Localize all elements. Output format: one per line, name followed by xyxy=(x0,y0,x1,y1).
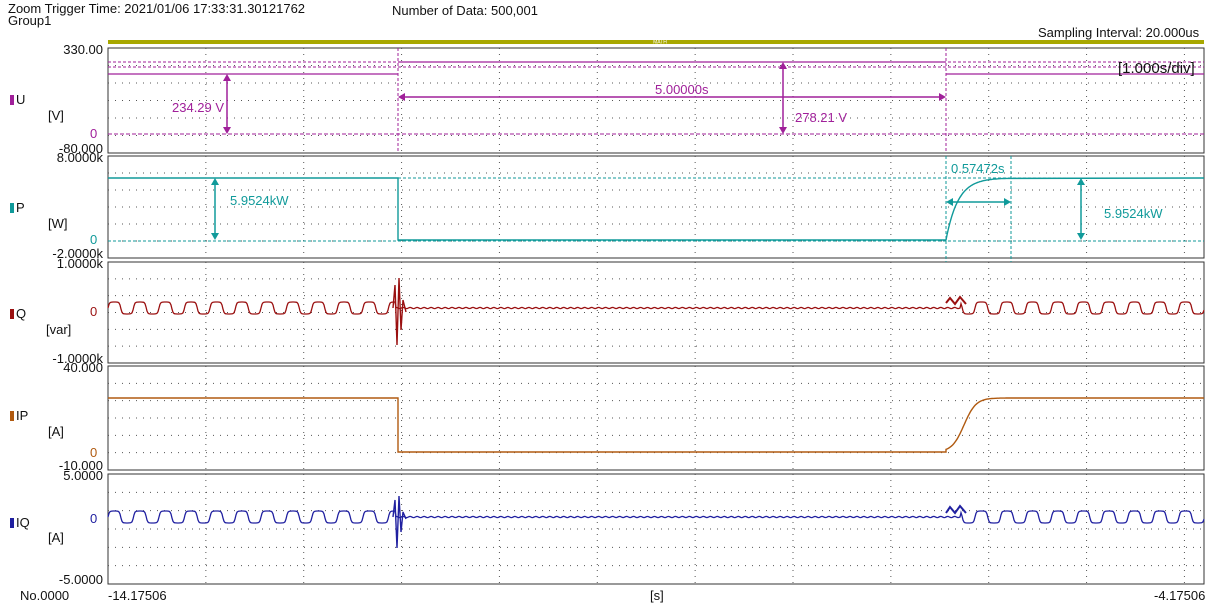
p-trace xyxy=(108,177,1205,241)
channel-label-ip[interactable]: IP xyxy=(10,408,28,423)
u-span-arrow-head-left xyxy=(398,93,405,101)
q-trace xyxy=(107,301,1205,315)
zero-marker-q: 0 xyxy=(90,304,98,319)
channel-color-swatch xyxy=(10,203,14,213)
channel-color-swatch xyxy=(10,411,14,421)
channel-name: IQ xyxy=(16,515,30,530)
x-end-label: -4.17506 xyxy=(1154,588,1206,603)
channel-unit-iq: [A] xyxy=(48,530,64,545)
zero-marker-iq: 0 xyxy=(90,511,98,526)
zero-marker-ip: 0 xyxy=(90,445,98,460)
scale-top-ip: 40.000 xyxy=(63,360,103,375)
p-right-value: 5.9524kW xyxy=(1104,206,1163,221)
u-span-value: 5.00000s xyxy=(655,82,709,97)
u-right-arrow-head-top xyxy=(779,62,787,69)
math-bar xyxy=(108,40,1204,44)
p-rise-value: 0.57472s xyxy=(951,161,1005,176)
p-right-arrow-head-bottom xyxy=(1077,233,1085,240)
q-recovery-burst xyxy=(945,295,967,306)
u-right-arrow-head-bottom xyxy=(779,127,787,134)
p-left-value: 5.9524kW xyxy=(230,193,289,208)
p-left-arrow-head-bottom xyxy=(211,233,219,240)
channel-name: U xyxy=(16,92,26,107)
channel-unit-u: [V] xyxy=(48,108,64,123)
channel-unit-ip: [A] xyxy=(48,424,64,439)
u-left-arrow-head-bottom xyxy=(223,127,231,134)
channel-color-swatch xyxy=(10,309,14,319)
scale-bottom-q: -1.0000k xyxy=(52,351,103,366)
iq-transient-spike xyxy=(392,495,407,549)
trigger-time: Zoom Trigger Time: 2021/01/06 17:33:31.3… xyxy=(8,1,306,16)
channel-unit-p: [W] xyxy=(48,216,68,231)
p-rise-arrow-head-left xyxy=(946,198,953,206)
x-unit-label: [s] xyxy=(650,588,664,603)
sampling-interval: Sampling Interval: 20.000us xyxy=(1038,25,1200,40)
record-number: No.0000 xyxy=(20,588,70,603)
q-transient-spike xyxy=(392,277,407,346)
scale-top-iq: 5.0000 xyxy=(63,468,103,483)
ip-trace xyxy=(108,397,1204,453)
iq-trace xyxy=(107,510,1205,524)
scale-bottom-iq: -5.0000 xyxy=(58,572,103,587)
channel-name: IP xyxy=(16,408,29,423)
scale-top-u: 330.00 xyxy=(63,42,103,57)
u-left-value: 234.29 V xyxy=(172,100,225,115)
x-start-label: -14.17506 xyxy=(108,588,167,603)
p-left-arrow-head-top xyxy=(211,178,219,185)
channel-unit-q: [var] xyxy=(46,322,72,337)
scale-bottom-u: -80.000 xyxy=(58,141,103,156)
channel-name: P xyxy=(16,200,25,215)
zero-marker-u: 0 xyxy=(90,126,98,141)
scale-top-q: 1.0000k xyxy=(56,256,103,271)
channel-label-p[interactable]: P xyxy=(10,200,25,215)
p-rise-arrow-head-right xyxy=(1004,198,1011,206)
channel-color-swatch xyxy=(10,518,14,528)
channel-label-iq[interactable]: IQ xyxy=(10,515,30,530)
channel-label-u[interactable]: U xyxy=(10,92,25,107)
channel-color-swatch xyxy=(10,95,14,105)
channel-name: Q xyxy=(16,306,27,321)
scale-top-p: 8.0000k xyxy=(56,150,103,165)
u-left-arrow-head-top xyxy=(223,74,231,81)
zero-marker-p: 0 xyxy=(90,232,98,247)
u-right-value: 278.21 V xyxy=(795,110,848,125)
time-per-div: [1.000s/div] xyxy=(1118,60,1195,77)
group-label: Group1 xyxy=(8,13,52,28)
scale-bottom-p: -2.0000k xyxy=(52,246,103,261)
iq-recovery-burst xyxy=(945,504,967,515)
number-of-data: Number of Data: 500,001 xyxy=(392,3,538,18)
u-span-arrow-head-right xyxy=(939,93,946,101)
channel-label-q[interactable]: Q xyxy=(10,306,26,321)
scale-bottom-ip: -10.000 xyxy=(58,458,103,473)
p-right-arrow-head-top xyxy=(1077,178,1085,185)
math-bar-label: MATH xyxy=(653,40,667,46)
